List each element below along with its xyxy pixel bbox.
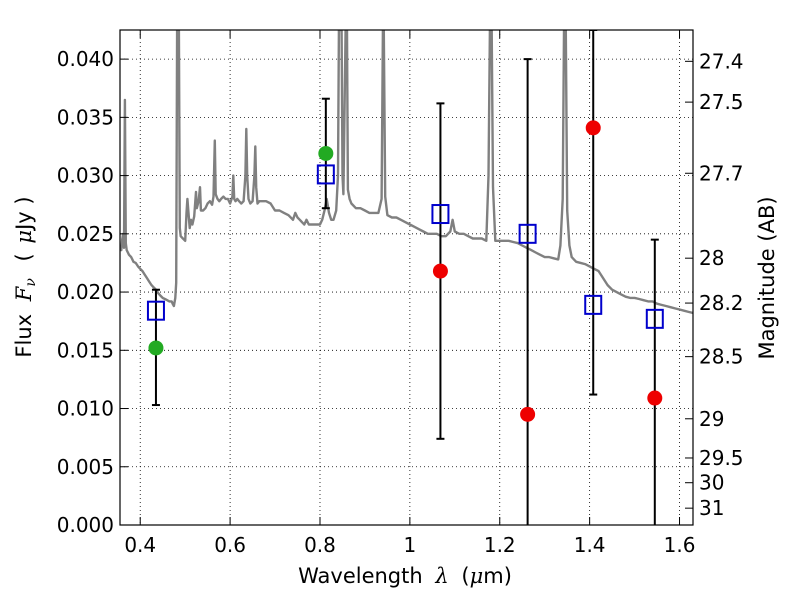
y-tick-label: 0.010 <box>57 397 114 421</box>
y-tick-label: 0.015 <box>57 338 114 362</box>
model-photometry-square <box>146 300 165 321</box>
y-tick-label: 0.020 <box>57 280 114 304</box>
y2-tick-label: 30 <box>699 471 724 495</box>
y2-tick-label: 28 <box>699 246 724 270</box>
model-photometry-square <box>316 164 335 185</box>
y-tick-label: 0.025 <box>57 222 114 246</box>
grid <box>120 30 693 526</box>
flux-symbol: F <box>12 285 36 302</box>
right-axis-label: Magnitude (AB) <box>755 196 779 359</box>
x-axis-label: Wavelength λ (μm) <box>298 564 512 588</box>
y2-tick-label: 27.7 <box>699 161 744 185</box>
x-axis-label-text: Wavelength <box>298 564 423 588</box>
x-tick-label: 0.6 <box>214 533 246 557</box>
y-tick-label: 0.005 <box>57 455 114 479</box>
model-photometry-square <box>645 308 664 329</box>
observed-ir-point <box>647 390 663 406</box>
x-tick-label: 1.6 <box>664 533 696 557</box>
y-axis-unit-rest: Jy ) <box>12 196 36 232</box>
model-photometry-square <box>584 294 603 315</box>
nu-subscript: ν <box>23 278 39 287</box>
x-tick-label: 0.4 <box>124 533 156 557</box>
model-spectrum-series <box>120 30 693 315</box>
model-photometry-square <box>518 223 537 244</box>
y-axis-unit-mu: μ <box>12 230 36 244</box>
y-tick-label: 0.000 <box>57 513 114 537</box>
observed-ir-point <box>585 120 601 136</box>
y2-tick-label: 27.4 <box>699 49 744 73</box>
model-photometry-series <box>146 164 664 329</box>
y-axis-label-text: Flux <box>12 314 36 358</box>
model-spectrum-line <box>120 30 693 315</box>
y2-tick-label: 27.5 <box>699 90 744 114</box>
errorbar-series <box>151 30 659 525</box>
observed-points-series <box>148 120 663 422</box>
observed-hst-point <box>318 145 334 161</box>
y2-tick-label: 29 <box>699 407 724 431</box>
plot-area <box>120 30 693 525</box>
x-tick-label: 1 <box>404 533 417 557</box>
observed-hst-point <box>148 340 164 356</box>
y2-tick-label: 31 <box>699 496 724 520</box>
x-tick-label: 1.2 <box>484 533 516 557</box>
x-axis-unit-open: ( <box>461 564 469 588</box>
observed-ir-point <box>432 263 448 279</box>
y-tick-label: 0.035 <box>57 105 114 129</box>
x-tick-label: 1.4 <box>574 533 606 557</box>
y-axis-unit-open: ( <box>12 253 36 261</box>
y2-tick-label: 29.5 <box>699 446 744 470</box>
x-axis-unit-mu: μ <box>470 564 484 588</box>
model-photometry-square <box>431 204 450 225</box>
axis-ticks: 0.4 0.6 0.8 1 1.2 1.4 1.6 0.000 0.005 0.010 0.015 0… <box>57 30 744 557</box>
observed-ir-point <box>520 406 536 422</box>
x-tick-label: 0.8 <box>304 533 336 557</box>
y-tick-label: 0.030 <box>57 164 114 188</box>
lambda-symbol: λ <box>434 564 448 588</box>
y2-tick-label: 28.5 <box>699 345 744 369</box>
y-axis-label: Flux Fν ( μJy ) <box>12 196 40 357</box>
plot-frame <box>119 29 694 526</box>
x-axis-unit-rest: m) <box>483 564 512 588</box>
y2-tick-label: 28.2 <box>699 291 744 315</box>
y-tick-label: 0.040 <box>57 47 114 71</box>
